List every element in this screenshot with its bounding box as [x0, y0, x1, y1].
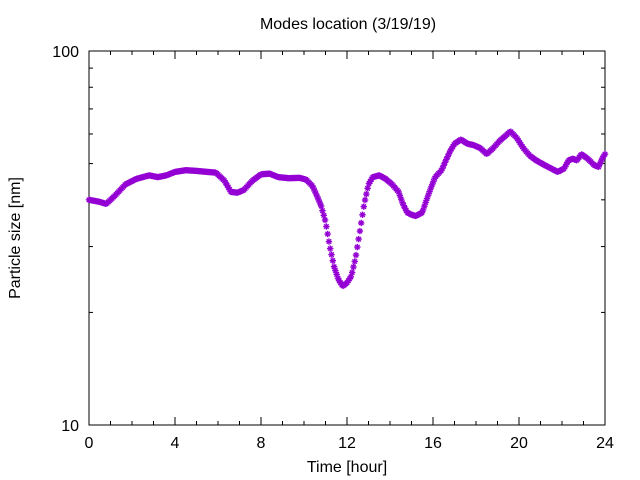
- data-point: [364, 185, 371, 192]
- data-point: [319, 207, 326, 214]
- data-point: [352, 251, 360, 259]
- y-tick-label: 10: [61, 418, 79, 435]
- data-point: [325, 238, 333, 245]
- x-tick-label: 8: [257, 435, 266, 452]
- chart-title: Modes location (3/19/19): [260, 16, 436, 33]
- data-point: [327, 245, 334, 252]
- x-axis-label: Time [hour]: [307, 459, 387, 476]
- y-tick-label: 100: [52, 44, 79, 61]
- data-point: [351, 258, 358, 265]
- plot-frame: [88, 50, 606, 426]
- data-point: [329, 257, 337, 264]
- x-tick-label: 12: [338, 435, 356, 452]
- x-tick-label: 24: [596, 435, 614, 452]
- data-point: [357, 219, 365, 227]
- data-point: [315, 196, 322, 204]
- y-axis-ticks: [89, 50, 605, 426]
- x-axis-tick-labels: 0 4 8 12 16 20 24: [85, 435, 614, 452]
- data-point: [363, 190, 370, 198]
- data-point: [356, 227, 364, 235]
- x-axis-ticks: [88, 51, 606, 425]
- data-point: [361, 196, 369, 204]
- x-tick-label: 16: [424, 435, 442, 452]
- data-point: [348, 269, 356, 276]
- data-point: [328, 251, 335, 258]
- x-tick-label: 0: [85, 435, 94, 452]
- data-point: [601, 150, 609, 158]
- data-point: [350, 263, 357, 271]
- data-point: [355, 235, 362, 243]
- data-point: [359, 211, 366, 218]
- y-axis-tick-labels: 10 100: [52, 44, 79, 435]
- x-tick-label: 4: [171, 435, 180, 452]
- data-point: [323, 223, 330, 230]
- x-tick-label: 20: [510, 435, 528, 452]
- data-point: [318, 202, 325, 210]
- data-point: [360, 203, 367, 210]
- data-point: [324, 230, 331, 238]
- data-point: [354, 243, 361, 251]
- y-axis-label: Particle size [nm]: [7, 177, 24, 299]
- data-point: [321, 216, 329, 224]
- data-series: [85, 128, 609, 290]
- data-point: [320, 212, 327, 219]
